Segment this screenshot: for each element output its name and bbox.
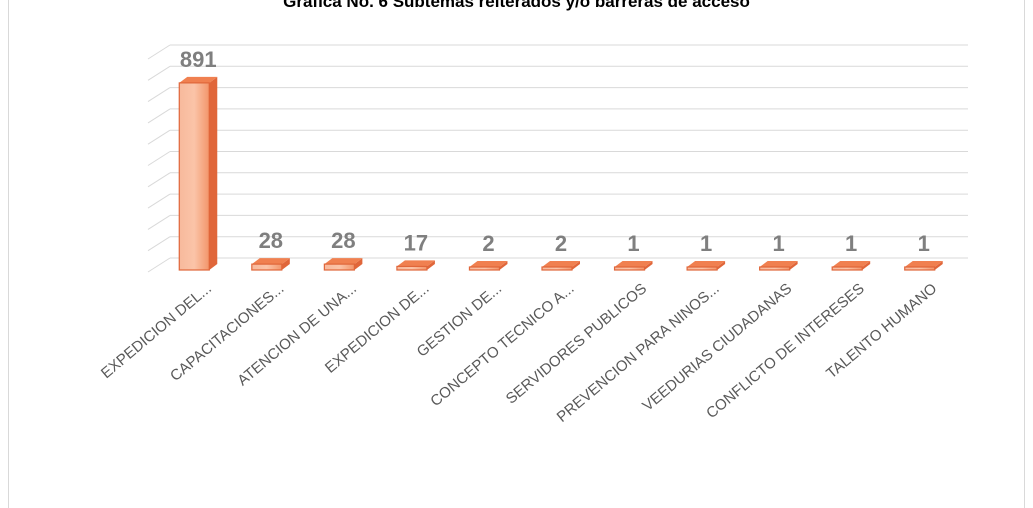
gridline-side — [147, 172, 171, 188]
bar-top — [179, 76, 218, 83]
bar-front — [831, 266, 863, 271]
bar-side — [572, 261, 580, 270]
category-label: SERVIDORES PUBLICOS — [503, 280, 650, 408]
bar — [541, 261, 580, 271]
bar-top — [687, 261, 726, 267]
bar-top — [759, 261, 798, 267]
bar-side — [209, 76, 218, 270]
bar-side — [717, 261, 726, 270]
gridline-side — [147, 151, 171, 166]
bar — [178, 76, 218, 271]
bar-top — [251, 258, 290, 265]
data-label: 28 — [331, 228, 355, 253]
bar-side — [789, 261, 798, 270]
bar-front — [251, 263, 283, 271]
bar — [468, 261, 508, 271]
gridline-side — [147, 65, 171, 81]
bar-front — [468, 266, 501, 271]
bar — [686, 261, 726, 271]
gridline-side — [147, 129, 171, 145]
bar-front — [904, 266, 936, 271]
bar — [613, 261, 653, 271]
data-label: 1 — [845, 231, 857, 256]
bar-top — [904, 261, 943, 267]
gridline-side — [147, 44, 171, 60]
bar-front — [396, 265, 428, 271]
chart-title: Grafica No. 6 Subtemas reiterados y/o ba… — [283, 0, 750, 11]
category-label: VEEDURIAS CIUDADANAS — [639, 280, 795, 415]
bar-top — [542, 261, 580, 267]
gridline-side — [147, 214, 171, 230]
bar-side — [862, 261, 871, 270]
bar-side — [354, 258, 363, 270]
bar-front — [759, 266, 791, 271]
data-label: 1 — [627, 231, 639, 256]
category-label: CONFLICTO DE INTERESES — [703, 280, 868, 422]
bar-front — [323, 263, 355, 271]
bar-top — [324, 258, 363, 265]
category-label: CONCEPTO TECNICO A... — [427, 280, 577, 410]
bar-top — [832, 261, 871, 267]
data-label: 2 — [555, 231, 567, 256]
data-label: 1 — [773, 231, 785, 256]
bar-side — [644, 261, 653, 270]
bar-front — [613, 266, 646, 271]
bar-side — [934, 261, 943, 270]
bar-top — [396, 260, 435, 267]
bar-top — [469, 261, 508, 267]
bar — [251, 258, 290, 271]
data-label: 2 — [482, 231, 494, 256]
bar-side — [281, 258, 290, 270]
bar — [831, 261, 871, 271]
bar-front — [686, 266, 718, 271]
bar-front — [541, 266, 573, 271]
gridline-side — [147, 236, 171, 252]
data-label: 17 — [404, 230, 428, 255]
gridline-side — [147, 257, 171, 273]
bar — [759, 261, 798, 271]
bar — [904, 261, 943, 271]
category-label: ATENCION DE UNA... — [234, 280, 360, 389]
bar-side — [426, 260, 435, 270]
data-label: 891 — [180, 47, 217, 72]
data-label: 28 — [259, 228, 283, 253]
bar — [323, 258, 363, 271]
gridline-side — [147, 108, 171, 124]
data-label: 1 — [700, 231, 712, 256]
bar-top — [614, 261, 653, 267]
gridline-side — [147, 193, 171, 209]
gridline-side — [147, 87, 171, 103]
chart-frame — [8, 0, 1025, 508]
bar-front — [178, 82, 210, 271]
data-label: 1 — [918, 231, 930, 256]
bar-side — [499, 261, 508, 270]
bar — [396, 260, 435, 271]
